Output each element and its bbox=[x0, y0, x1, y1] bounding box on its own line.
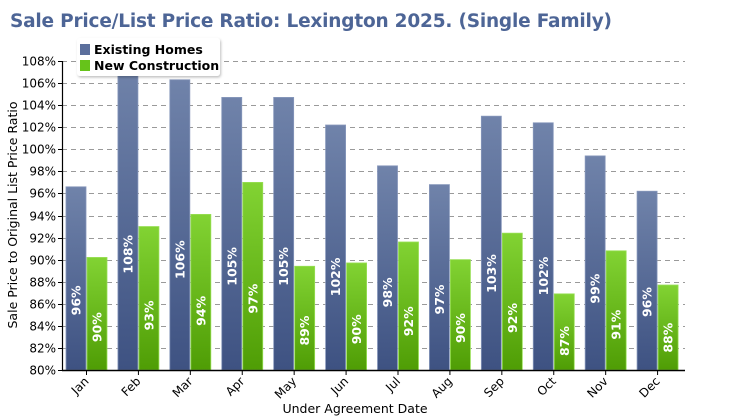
bar-new-construction-jul bbox=[398, 241, 419, 371]
y-tick-label: 88% bbox=[29, 276, 56, 290]
bar-label-new-construction: 97% bbox=[245, 283, 260, 313]
y-axis-label: Sale Price to Original List Price Ratio bbox=[5, 102, 20, 329]
x-tick-label: Mar bbox=[170, 374, 196, 400]
y-tick-label: 86% bbox=[29, 298, 56, 312]
bar-label-new-construction: 90% bbox=[349, 314, 364, 344]
y-tick-label: 102% bbox=[22, 121, 56, 135]
x-tick-label: Aug bbox=[429, 374, 455, 400]
bar-label-new-construction: 90% bbox=[90, 312, 105, 342]
x-tick-label: Nov bbox=[584, 374, 610, 400]
legend-label-new-construction: New Construction bbox=[94, 58, 219, 73]
bar-new-construction-apr bbox=[242, 181, 264, 371]
bar-existing-homes-nov bbox=[584, 155, 606, 371]
legend: Existing Homes New Construction bbox=[77, 38, 220, 76]
x-tick-label: Dec bbox=[636, 374, 662, 400]
bar-label-new-construction: 92% bbox=[401, 306, 416, 336]
bar-label-new-construction: 90% bbox=[453, 313, 468, 343]
x-tick-label: Oct bbox=[534, 374, 559, 399]
bar-label-new-construction: 91% bbox=[609, 309, 624, 339]
bar-existing-homes-jul bbox=[377, 165, 398, 371]
bar-label-existing-homes: 97% bbox=[432, 284, 447, 314]
y-tick-label: 94% bbox=[29, 210, 56, 224]
y-tick-label: 96% bbox=[29, 187, 56, 201]
x-axis-label: Under Agreement Date bbox=[282, 401, 427, 416]
bar-label-new-construction: 93% bbox=[141, 300, 156, 330]
bar-label-existing-homes: 96% bbox=[69, 285, 84, 315]
x-tick-label: Feb bbox=[119, 374, 144, 399]
x-tick-label: Apr bbox=[223, 374, 248, 399]
x-tick-label: Jan bbox=[68, 374, 92, 398]
y-tick-label: 104% bbox=[22, 99, 56, 113]
chart-title: Sale Price/List Price Ratio: Lexington 2… bbox=[10, 11, 612, 32]
axes bbox=[61, 61, 685, 372]
bar-label-existing-homes: 105% bbox=[224, 247, 239, 286]
y-tick-label: 84% bbox=[29, 320, 56, 334]
bar-label-existing-homes: 106% bbox=[172, 240, 187, 279]
bar-existing-homes-mar bbox=[169, 79, 191, 371]
bars: 96% 90% 108% 93% 106% 94% 105% 97% 105% 89% 102% 90… bbox=[65, 65, 679, 371]
y-tick-label: 92% bbox=[29, 232, 56, 246]
bar-existing-homes-oct bbox=[532, 122, 554, 371]
y-tick-label: 106% bbox=[22, 77, 56, 91]
bar-label-existing-homes: 103% bbox=[484, 254, 499, 293]
bar-existing-homes-dec bbox=[636, 190, 658, 371]
bar-label-new-construction: 89% bbox=[297, 315, 312, 345]
bar-existing-homes-jan bbox=[65, 186, 87, 371]
bar-existing-homes-may bbox=[273, 97, 295, 371]
x-tick-label: Jun bbox=[327, 374, 351, 398]
y-axis-ticks: 80% 82% 84% 86% 88% 90% 92% 94% 96% 98% 100% 102% 10… bbox=[22, 55, 62, 378]
x-axis-ticks: Jan Feb Mar Apr May Jun Jul Aug Sep Oct Nov Dec bbox=[68, 370, 663, 402]
bar-existing-homes-feb bbox=[117, 65, 139, 371]
bar-existing-homes-jun bbox=[325, 124, 346, 371]
bar-label-existing-homes: 102% bbox=[536, 256, 551, 295]
bar-label-existing-homes: 108% bbox=[120, 234, 135, 273]
bar-label-existing-homes: 98% bbox=[380, 277, 395, 307]
bar-label-existing-homes: 99% bbox=[588, 273, 603, 303]
bar-label-existing-homes: 102% bbox=[328, 257, 343, 296]
bar-new-construction-feb bbox=[138, 226, 160, 371]
x-tick-label: Sep bbox=[481, 374, 507, 400]
legend-label-existing-homes: Existing Homes bbox=[94, 42, 203, 57]
y-tick-label: 108% bbox=[22, 55, 56, 69]
bar-label-existing-homes: 105% bbox=[276, 247, 291, 286]
legend-swatch-existing-homes bbox=[80, 44, 90, 55]
x-tick-label: May bbox=[272, 374, 299, 401]
bar-label-new-construction: 87% bbox=[557, 326, 572, 356]
legend-box bbox=[77, 38, 220, 76]
y-tick-label: 80% bbox=[29, 364, 56, 378]
y-tick-label: 90% bbox=[29, 254, 56, 268]
bar-new-construction-sep bbox=[501, 232, 523, 371]
bar-label-existing-homes: 96% bbox=[640, 287, 655, 317]
y-tick-label: 100% bbox=[22, 143, 56, 157]
bar-new-construction-mar bbox=[190, 213, 212, 371]
bar-label-new-construction: 92% bbox=[505, 303, 520, 333]
bar-existing-homes-sep bbox=[480, 115, 502, 371]
bar-existing-homes-apr bbox=[221, 97, 243, 371]
bar-existing-homes-aug bbox=[429, 184, 450, 371]
bar-label-new-construction: 88% bbox=[661, 322, 676, 352]
bar-label-new-construction: 94% bbox=[193, 295, 208, 325]
y-tick-label: 98% bbox=[29, 165, 56, 179]
x-tick-label: Jul bbox=[382, 374, 403, 395]
y-tick-label: 82% bbox=[29, 342, 56, 356]
legend-swatch-new-construction bbox=[80, 60, 90, 71]
